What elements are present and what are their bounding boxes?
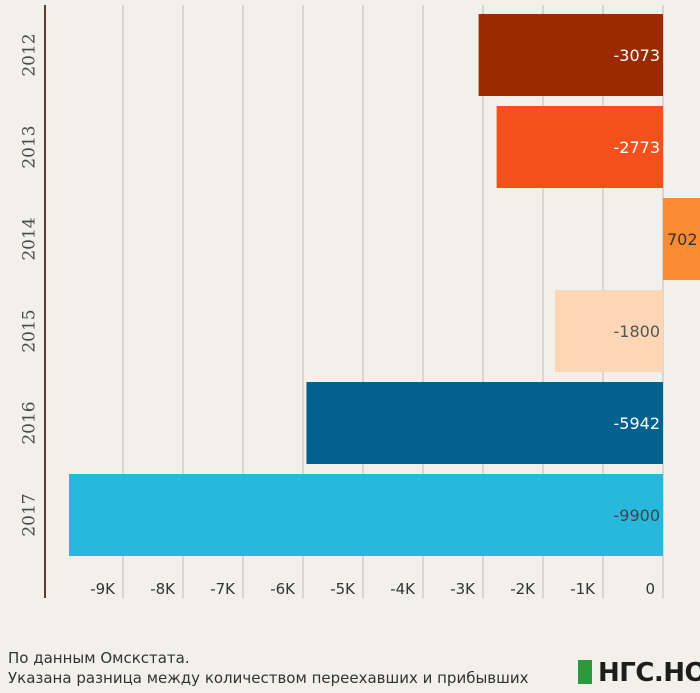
x-tick-label-1: -8K xyxy=(150,580,176,598)
x-tick-label-9: 0 xyxy=(645,580,655,598)
bar-2015 xyxy=(555,290,663,372)
category-label-2014: 2014 xyxy=(20,217,40,260)
x-tick-label-7: -2K xyxy=(510,580,536,598)
data-label-2013: -2773 xyxy=(614,138,661,157)
category-label-2013: 2013 xyxy=(20,125,40,168)
category-label-2015: 2015 xyxy=(20,309,40,352)
chart-area: -3073 2012 -2773 2013 702 2014 -1800 2015 -5942 2… xyxy=(20,5,700,598)
bar-2012 xyxy=(478,14,663,96)
category-label-2012: 2012 xyxy=(20,33,40,76)
category-label-2016: 2016 xyxy=(20,401,40,444)
x-tick-label-6: -3K xyxy=(450,580,476,598)
bar-2013 xyxy=(496,106,663,188)
bar-2016 xyxy=(306,382,663,464)
x-tick-label-0: -9K xyxy=(90,580,116,598)
data-label-2017: -9900 xyxy=(614,506,661,525)
data-label-2015: -1800 xyxy=(614,322,661,341)
data-label-2014: 702 xyxy=(667,230,698,249)
logo[interactable]: НГС.НОВОСТИ xyxy=(578,653,700,693)
data-label-2016: -5942 xyxy=(614,414,661,433)
category-label-2017: 2017 xyxy=(20,493,40,536)
logo-mark-icon xyxy=(578,660,592,684)
x-tick-label-5: -4K xyxy=(390,580,416,598)
x-tick-label-4: -5K xyxy=(330,580,356,598)
x-tick-label-2: -7K xyxy=(210,580,236,598)
data-label-2012: -3073 xyxy=(614,46,661,65)
source-note: По данным Омскстата. xyxy=(8,649,190,667)
bar-2014 xyxy=(663,198,700,280)
x-tick-label-8: -1K xyxy=(570,580,596,598)
bar-2017 xyxy=(69,474,663,556)
logo-text: НГС.НОВОСТИ xyxy=(598,658,700,688)
bar-chart: -3073 2012 -2773 2013 702 2014 -1800 2015 -5942 2… xyxy=(20,5,700,598)
footnote: Указана разница между количеством переех… xyxy=(8,669,529,687)
x-tick-label-3: -6K xyxy=(270,580,296,598)
